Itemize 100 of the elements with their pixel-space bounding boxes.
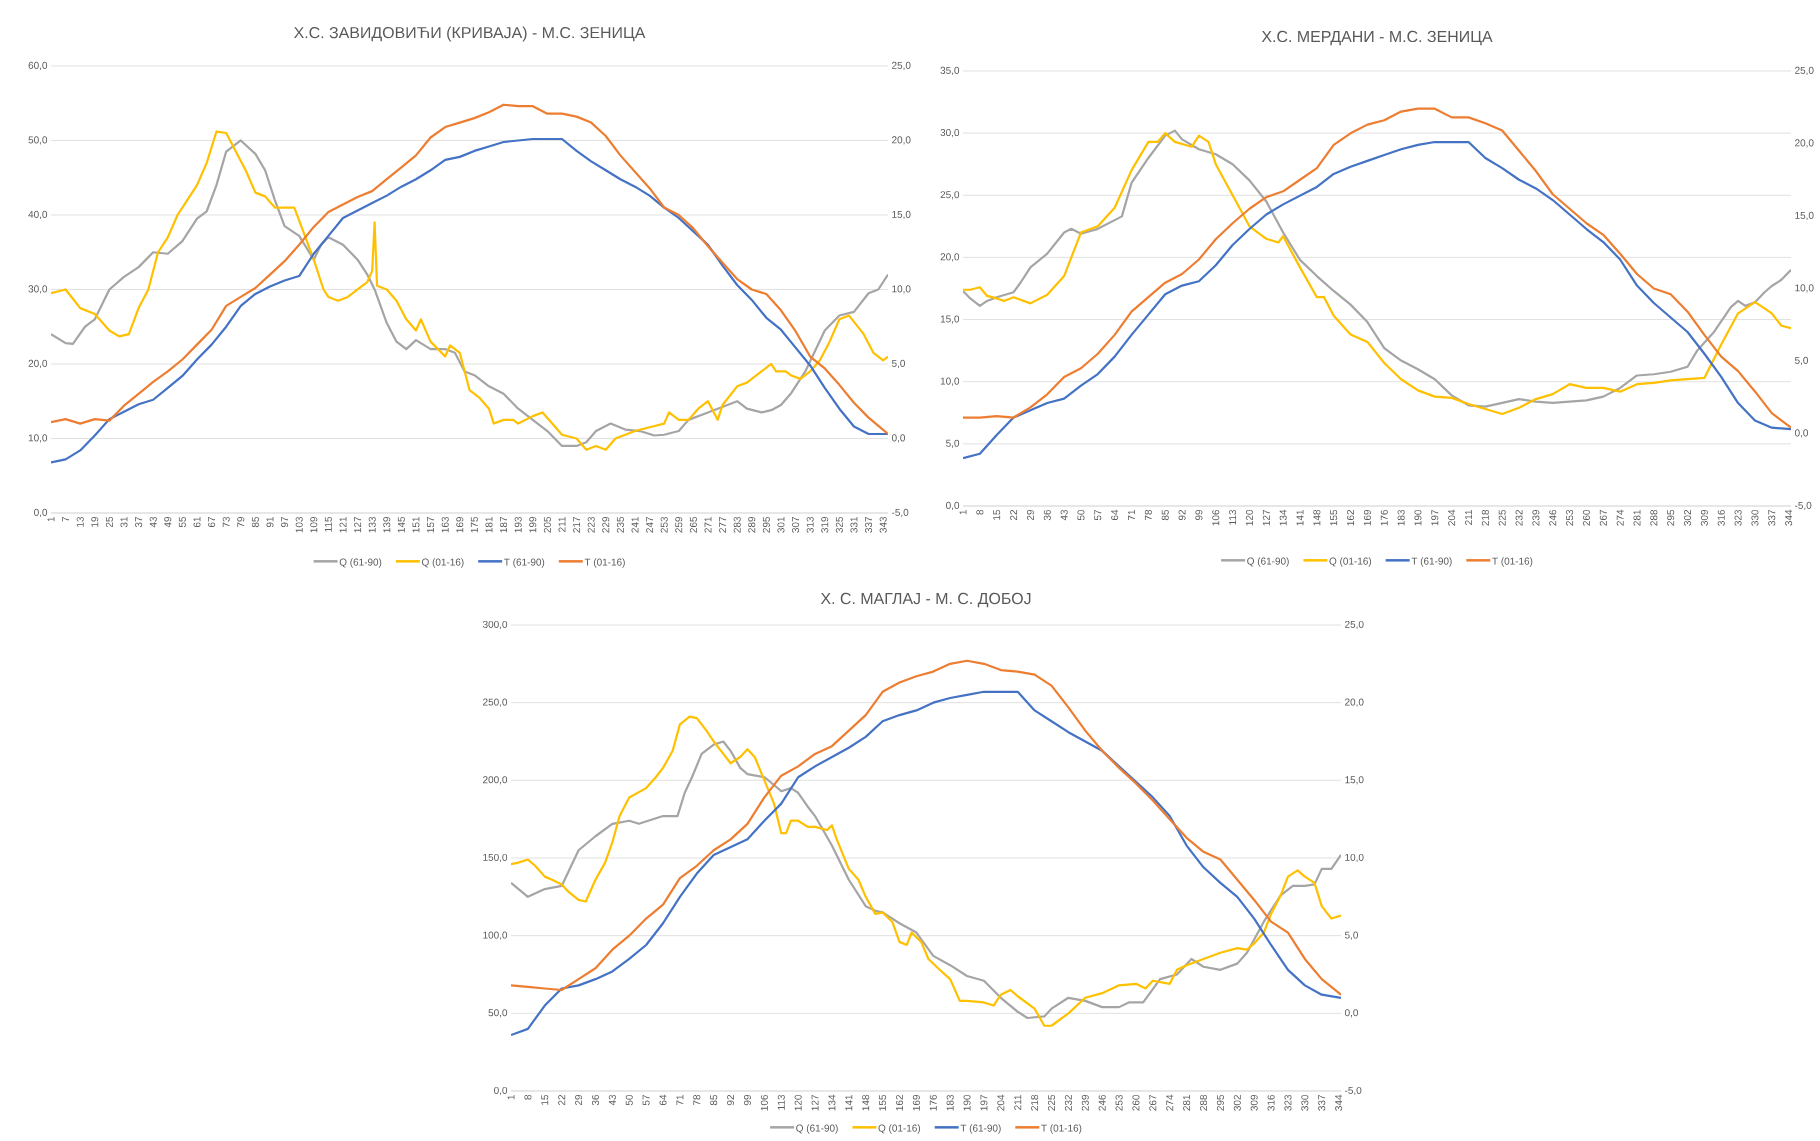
x-tick-label: 218: [1481, 509, 1489, 526]
x-tick-label: 134: [1279, 509, 1287, 526]
x-tick-label: 217: [573, 517, 581, 533]
y-tick-label: 0,0: [494, 1086, 508, 1096]
x-tick-label: 120: [794, 1094, 802, 1111]
x-tick-label: 337: [1768, 510, 1776, 526]
x-tick-label: 61: [193, 516, 201, 528]
y2-tick-label: 5,0: [891, 359, 906, 369]
x-tick-label: 19: [91, 516, 99, 527]
x-tick-label: 162: [1347, 510, 1355, 526]
x-tick-label: 1: [47, 516, 55, 522]
x-tick-label: 344: [1785, 509, 1793, 526]
y-tick-label: 100,0: [483, 931, 508, 940]
x-tick-label: 127: [811, 1095, 819, 1111]
x-tick-label: 106: [1212, 509, 1220, 526]
x-tick-label: 85: [1161, 509, 1169, 521]
x-tick-label: 15: [541, 1094, 549, 1105]
x-tick-label: 79: [237, 516, 245, 528]
x-tick-label: 120: [1245, 509, 1253, 526]
x-tick-label: 176: [929, 1094, 937, 1111]
x-tick-label: 271: [704, 516, 712, 533]
x-tick-label: 267: [1599, 510, 1607, 526]
x-tick-label: 241: [631, 516, 639, 533]
x-tick-label: 309: [1250, 1094, 1258, 1111]
y2-tick-label: -5,0: [891, 508, 909, 518]
x-tick-label: 22: [558, 1095, 566, 1106]
y2-tick-label: 25,0: [1795, 66, 1814, 76]
x-tick-label: 31: [120, 516, 128, 528]
y2-tick-label: 5,0: [1344, 931, 1359, 940]
x-tick-label: 1: [507, 1095, 515, 1100]
x-tick-label: 323: [1734, 509, 1742, 526]
x-tick-label: 211: [558, 516, 566, 532]
y2-tick-label: 20,0: [1795, 139, 1814, 148]
x-tick-label: 283: [733, 516, 741, 533]
x-tick-label: 43: [149, 516, 157, 528]
x-tick-label: 331: [850, 516, 858, 533]
y2-tick-label: 10,0: [1345, 853, 1364, 863]
x-tick-label: 71: [676, 1095, 684, 1106]
x-tick-label: 205: [543, 516, 551, 533]
x-tick-label: 43: [1060, 509, 1068, 521]
x-tick-label: 199: [529, 516, 537, 533]
y-tick-label: 0,0: [34, 508, 48, 518]
x-tick-label: 78: [693, 1094, 701, 1106]
x-tick-label: 259: [675, 516, 683, 533]
y-tick-label: 40,0: [28, 210, 48, 220]
x-tick-label: 175: [470, 516, 478, 533]
x-tick-label: 176: [1380, 509, 1388, 526]
x-tick-label: 246: [1098, 1094, 1106, 1111]
chart-title: Х.С. МЕРДАНИ - М.С. ЗЕНИЦА: [1261, 30, 1493, 46]
x-tick-label: 265: [689, 516, 697, 533]
x-tick-label: 223: [587, 516, 595, 533]
x-tick-label: 64: [1111, 509, 1119, 521]
x-tick-label: 325: [835, 516, 843, 533]
x-tick-label: 13: [76, 516, 84, 527]
y2-tick-label: -5,0: [1344, 1086, 1362, 1096]
y-tick-label: 10,0: [28, 434, 48, 443]
y-tick-label: 30,0: [940, 129, 960, 138]
x-tick-label: 151: [412, 516, 420, 533]
y2-tick-label: -5,0: [1795, 501, 1812, 511]
x-tick-label: 313: [806, 516, 814, 533]
x-tick-label: 67: [208, 517, 216, 528]
x-tick-label: 22: [1010, 510, 1018, 521]
x-tick-label: 157: [427, 517, 435, 533]
x-tick-label: 50: [1077, 509, 1085, 521]
x-tick-label: 274: [1616, 509, 1624, 526]
x-tick-label: 78: [1144, 509, 1152, 521]
y-tick-label: 250,0: [483, 698, 508, 707]
x-tick-label: 127: [354, 517, 362, 533]
x-tick-label: 134: [828, 1094, 836, 1111]
legend-label: Q (01-16): [878, 1124, 921, 1134]
y-tick-label: 150,0: [483, 853, 508, 863]
x-tick-label: 1: [959, 509, 967, 515]
x-tick-label: 7: [62, 517, 70, 522]
x-tick-label: 218: [1031, 1094, 1039, 1111]
x-tick-label: 148: [1313, 509, 1321, 526]
y-tick-label: 20,0: [28, 359, 48, 369]
y2-tick-label: 0,0: [1794, 429, 1809, 438]
x-tick-label: 301: [777, 516, 785, 533]
x-tick-label: 113: [1229, 509, 1237, 525]
x-tick-label: 91: [266, 516, 274, 528]
y2-tick-label: 25,0: [1345, 620, 1364, 630]
y2-tick-label: 15,0: [892, 210, 911, 220]
chart-title: Х. С. МАГЛАЈ - М. С. ДОБОЈ: [820, 592, 1031, 608]
x-tick-label: 204: [1448, 509, 1456, 526]
x-tick-label: 43: [608, 1094, 616, 1106]
y2-tick-label: 20,0: [1345, 698, 1364, 707]
y2-tick-label: 5,0: [1794, 356, 1809, 366]
x-tick-label: 141: [1296, 509, 1304, 526]
y2-tick-label: 25,0: [892, 61, 911, 71]
x-tick-label: 319: [821, 516, 829, 533]
y-tick-label: 300,0: [482, 620, 508, 630]
x-tick-label: 103: [295, 516, 303, 533]
x-tick-label: 225: [1498, 509, 1506, 526]
x-tick-label: 145: [397, 516, 405, 533]
x-tick-label: 274: [1166, 1094, 1174, 1111]
x-tick-label: 302: [1684, 510, 1692, 526]
x-tick-label: 133: [368, 516, 376, 533]
y2-tick-label: 0,0: [891, 434, 906, 443]
x-tick-label: 99: [743, 1094, 751, 1106]
x-tick-label: 55: [178, 516, 186, 528]
